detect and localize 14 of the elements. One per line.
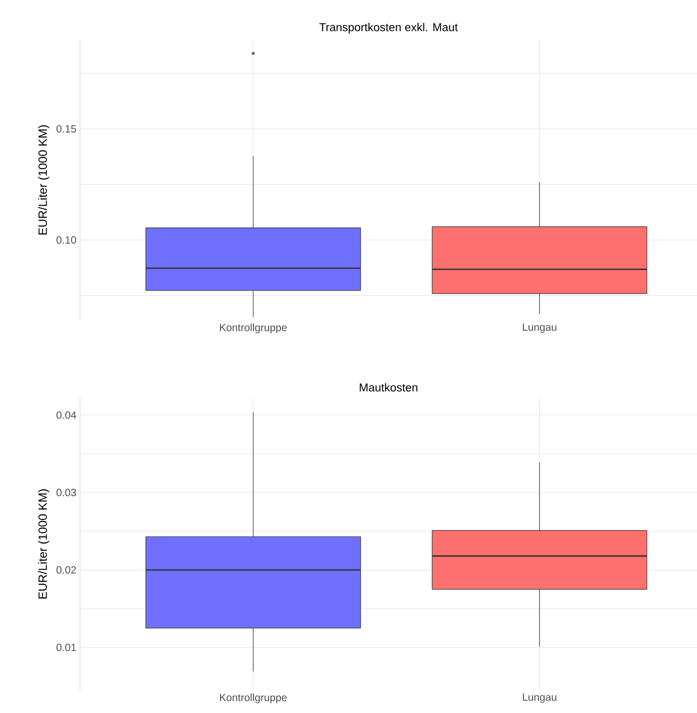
y-tick-label: 0.15 — [56, 125, 76, 133]
chart-title: Transportkosten exkl. Maut — [319, 22, 458, 34]
y-tick-label: 0.10 — [56, 236, 76, 244]
x-tick-label: Kontrollgruppe — [220, 694, 287, 704]
y-tick-label: 0.01 — [56, 644, 76, 652]
x-tick-label: Kontrollgruppe — [220, 324, 287, 334]
y-tick-label: 0.02 — [56, 566, 76, 574]
y-tick-label: 0.04 — [56, 411, 76, 419]
y-tick-label: 0.03 — [56, 488, 76, 496]
x-tick-label: Lungau — [522, 694, 556, 703]
y-axis-title: EUR/Liter (1000 KM) — [38, 125, 50, 234]
y-axis-title: EUR/Liter (1000 KM) — [38, 489, 50, 598]
chart-title: Mautkosten — [360, 383, 418, 392]
x-tick-label: Lungau — [522, 324, 556, 333]
